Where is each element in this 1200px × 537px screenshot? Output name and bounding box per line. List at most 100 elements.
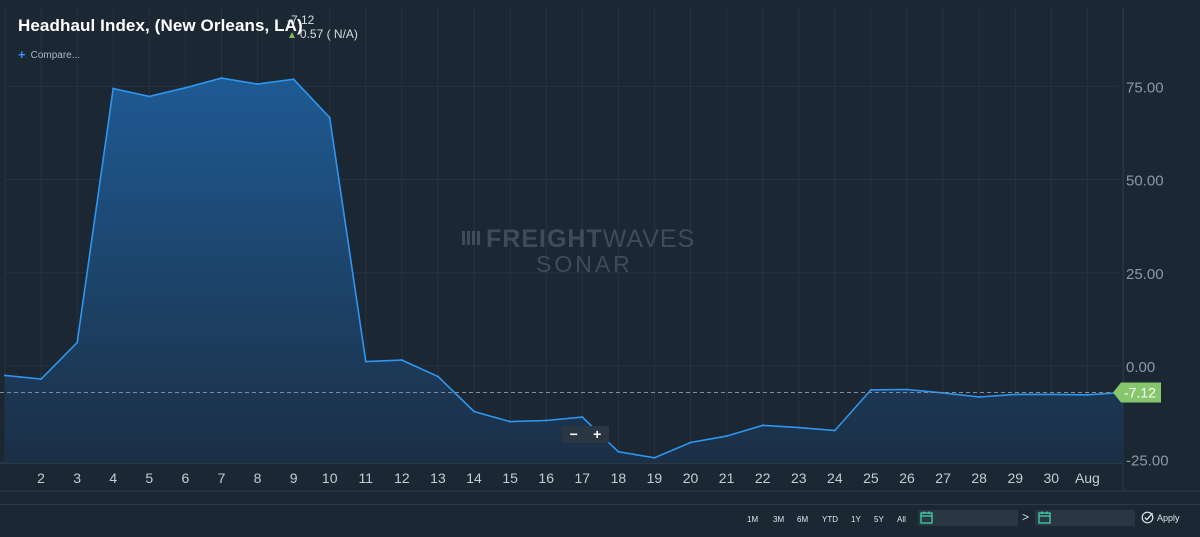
check-circle-icon [1141,511,1154,524]
range-5y-button[interactable]: 5Y [874,515,884,524]
compare-label: Compare... [30,50,81,61]
range-3m-button[interactable]: 3M [773,515,785,524]
y-tick-label: 0.00 [1126,359,1155,376]
data-point[interactable] [112,87,115,90]
x-tick-label: 14 [466,470,482,486]
zoom-out-button[interactable]: − [569,426,578,442]
start-date-field[interactable] [918,510,1018,526]
area-layer [0,77,1125,463]
apply-button[interactable]: Apply [1141,511,1180,524]
x-tick-label: 9 [290,470,298,486]
x-tick-label: 5 [145,470,153,486]
data-point[interactable] [256,83,259,86]
x-tick-label: 3 [73,470,81,486]
compare-button[interactable]: + Compare... [18,46,81,62]
data-point[interactable] [869,388,872,391]
data-point[interactable] [725,435,728,438]
x-tick-label: 21 [719,470,735,486]
data-point[interactable] [1014,393,1017,396]
data-point[interactable] [364,360,367,363]
x-tick-label: 7 [218,470,226,486]
data-point[interactable] [473,410,476,413]
range-1m-button[interactable]: 1M [747,515,759,524]
data-point[interactable] [328,116,331,119]
up-arrow-icon: ▲ [287,30,297,41]
calendar-icon [920,511,933,524]
y-tick-label: 25.00 [1126,266,1164,283]
x-tick-label: 25 [863,470,879,486]
watermark-logo: FREIGHTWAVES [462,225,695,254]
data-point[interactable] [689,441,692,444]
calendar-icon [1038,511,1051,524]
data-point[interactable] [76,341,79,344]
x-tick-label: 12 [394,470,410,486]
last-value-tag-layer: -7.12 [1113,382,1161,403]
x-tick-label: 23 [791,470,807,486]
x-tick-label: 24 [827,470,843,486]
apply-label: Apply [1157,512,1180,523]
x-tick-label: 22 [755,470,771,486]
x-tick-label: 11 [359,470,374,486]
x-tick-label: 10 [322,470,338,486]
data-point[interactable] [978,395,981,398]
data-point[interactable] [545,419,548,422]
data-point[interactable] [906,388,908,391]
range-1y-button[interactable]: 1Y [851,515,861,524]
data-point[interactable] [581,416,584,419]
last-value: -7.12 [287,13,315,27]
watermark-sonar: SONAR [536,251,633,277]
data-point[interactable] [833,429,836,432]
x-tick-label: 27 [935,470,951,486]
freightwaves-logo-icon [462,231,480,246]
zoom-in-button[interactable]: + [593,426,602,442]
watermark-light: WAVES [602,225,696,253]
x-tick-label: 26 [899,470,915,486]
x-tick-label: 18 [611,470,627,486]
x-tick-label: 28 [971,470,987,486]
x-tick-label: Aug [1075,470,1100,486]
series-area [5,78,1124,463]
data-point[interactable] [942,391,945,394]
x-tick-label: 2 [37,470,45,486]
data-point[interactable] [220,77,223,80]
bottom-toolbar [0,504,1200,537]
data-point[interactable] [4,374,6,377]
data-point[interactable] [400,359,403,362]
x-tick-label: 15 [502,470,518,486]
plus-icon: + [18,47,26,62]
range-all-button[interactable]: All [897,515,906,524]
data-point[interactable] [40,378,43,381]
x-tick-label: 17 [574,470,590,486]
watermark-bold: FREIGHT [486,225,603,253]
data-point[interactable] [761,424,764,427]
x-axis[interactable]: 2 3 4 5 6 7 8 9 10 11 12 13 14 15 16 17 18 19 20 21 22 23 24 25… [37,470,1100,486]
last-value-tag-label: -7.12 [1124,385,1156,401]
data-point[interactable] [148,95,151,98]
x-tick-label: 13 [430,470,446,486]
x-tick-label: 19 [647,470,663,486]
data-point[interactable] [797,426,800,429]
last-value-tag [1113,382,1161,403]
data-point[interactable] [1050,393,1053,396]
data-point[interactable] [653,456,656,459]
data-point[interactable] [617,450,620,453]
data-point[interactable] [509,420,512,423]
range-6m-button[interactable]: 6M [797,515,809,524]
x-tick-label: 6 [182,470,190,486]
data-point[interactable] [436,375,439,378]
data-point[interactable] [292,78,295,81]
y-axis: 75.00 50.00 25.00 0.00 -25.00 [1126,79,1169,469]
x-tick-label: 16 [538,470,554,486]
data-point[interactable] [184,86,187,89]
data-point[interactable] [1086,393,1089,396]
x-tick-label: 29 [1007,470,1023,486]
x-tick-label: 30 [1044,470,1060,486]
y-tick-label: -25.00 [1126,452,1169,469]
range-ytd-button[interactable]: YTD [822,515,838,524]
end-date-field[interactable] [1035,510,1135,526]
chart-title: Headhaul Index, (New Orleans, LA) [18,16,303,35]
change-text: 0.57 ( N/A) [299,27,358,41]
x-tick-label: 4 [109,470,117,486]
